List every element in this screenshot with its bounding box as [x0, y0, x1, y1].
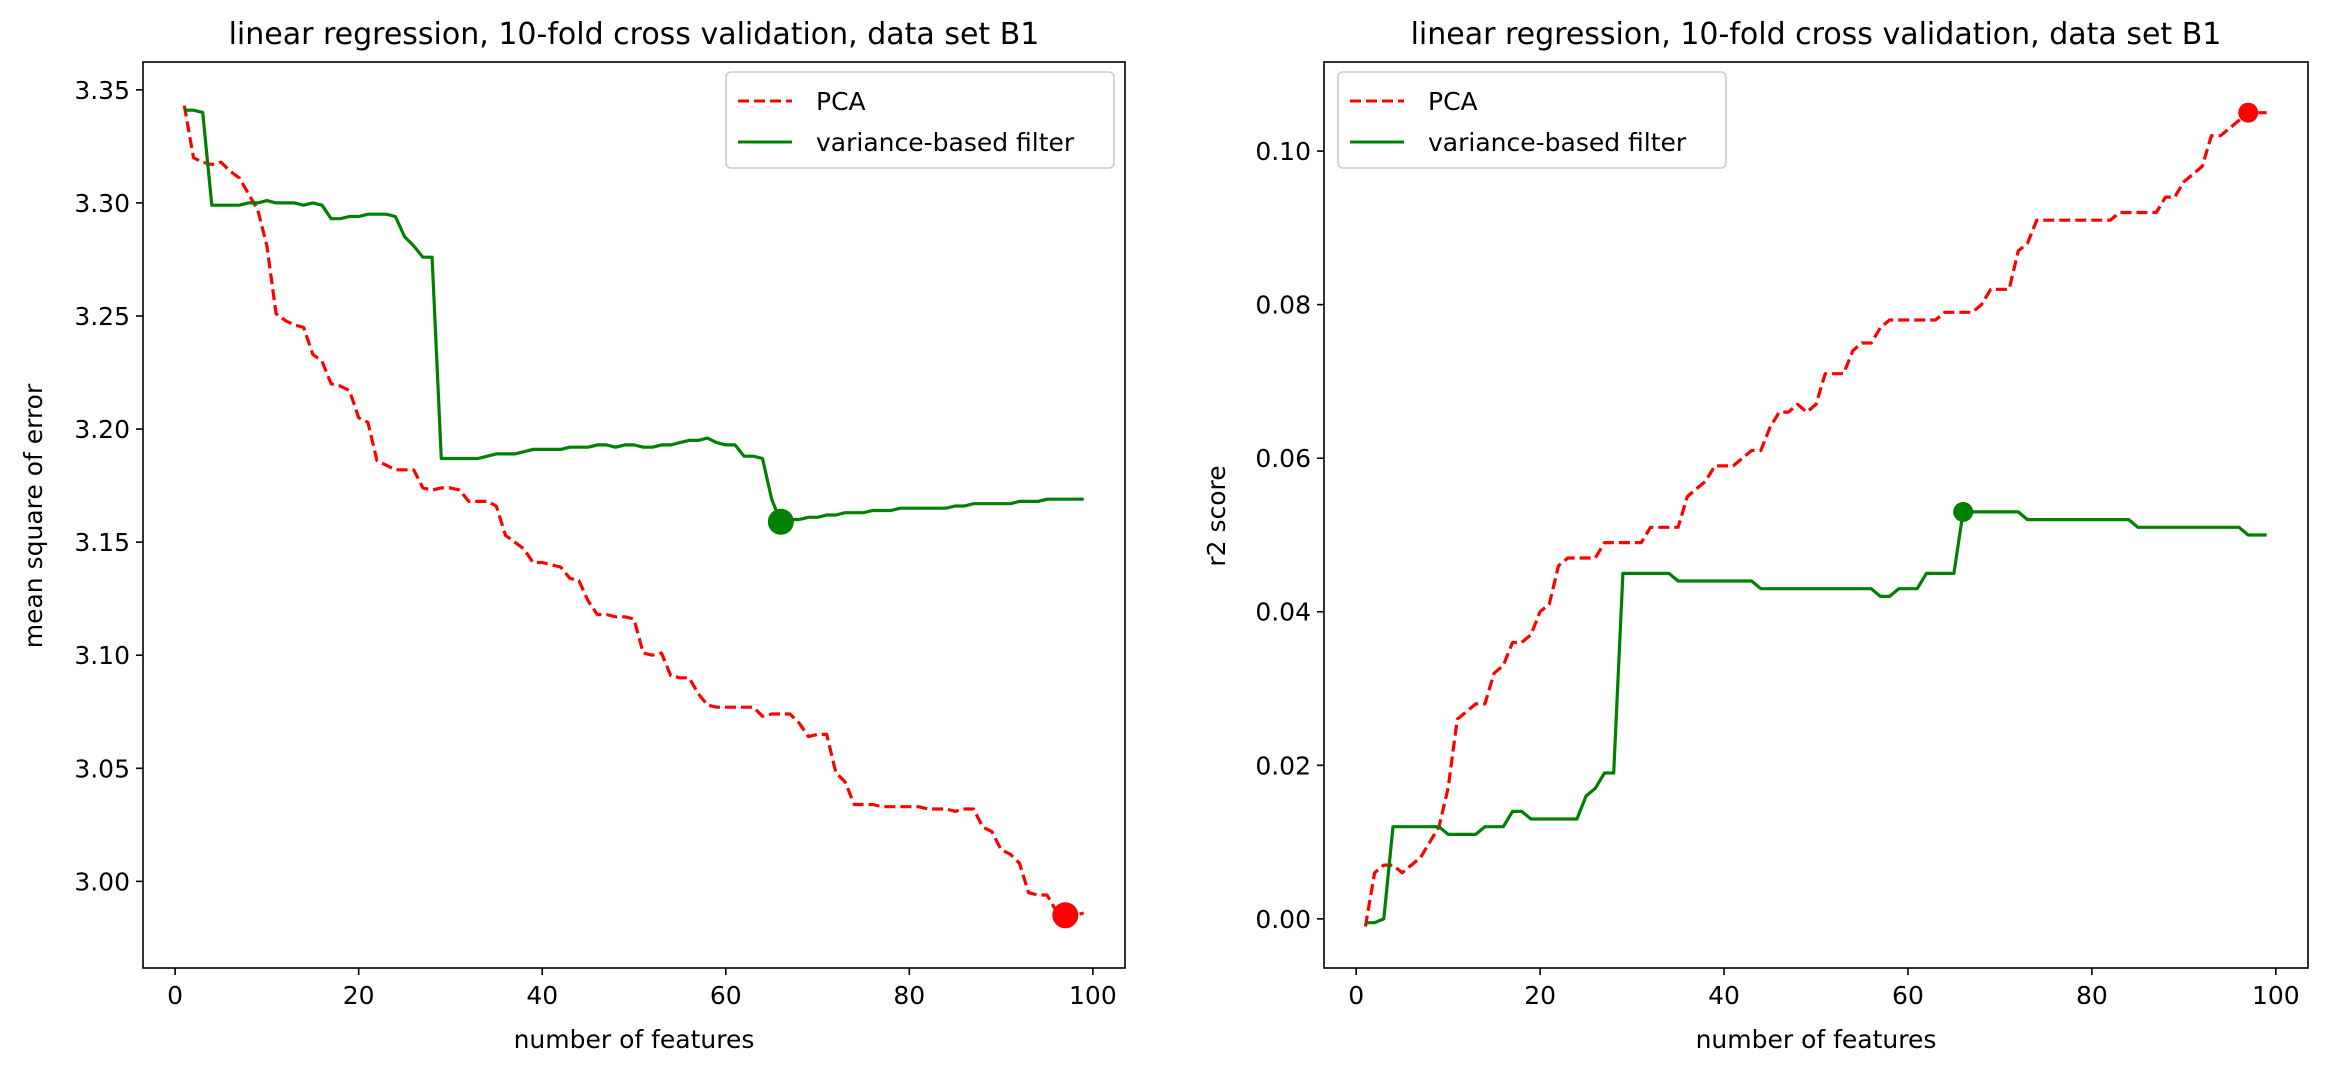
series-line-variance-filter: [184, 108, 1084, 524]
x-tick-label: 20: [343, 981, 375, 1010]
y-tick-label: 3.30: [74, 189, 130, 218]
best-point-marker-variance-filter: [767, 508, 794, 535]
tick-layer: 0 20 40 60 80 100 3.00 3.05 3.10 3.15 3.20 3.25 3.30…: [74, 76, 1116, 1010]
plot-frame: [1323, 61, 2309, 969]
y-tick-label: 0.08: [1255, 291, 1311, 320]
x-tick-label: 60: [1892, 981, 1924, 1010]
series-layer: [182, 105, 1085, 917]
x-tick-label: 40: [526, 981, 558, 1010]
series-line-pca: [1363, 111, 2267, 927]
chart-title: linear regression, 10-fold cross validat…: [1411, 17, 2222, 52]
best-point-marker-pca: [2238, 102, 2259, 123]
y-tick-label: 3.15: [74, 528, 130, 557]
x-tick-label: 20: [1524, 981, 1556, 1010]
x-tick-label: 40: [1708, 981, 1740, 1010]
x-tick-label: 0: [167, 981, 183, 1010]
y-tick-label: 0.02: [1255, 751, 1311, 780]
legend-label-pca: PCA: [816, 87, 866, 116]
y-tick-label: 0.10: [1255, 137, 1311, 166]
y-tick-label: 0.06: [1255, 444, 1311, 473]
x-tick-label: 0: [1348, 981, 1364, 1010]
highlight-layer: [1953, 102, 2259, 522]
series-line-variance-filter: [1365, 510, 2267, 925]
tick-layer: 0 20 40 60 80 100 0.00 0.02 0.04 0.06 0.08 0.10: [1255, 137, 2299, 1010]
best-point-marker-pca: [1052, 902, 1079, 929]
x-tick-label: 80: [893, 981, 925, 1010]
y-tick-label: 3.35: [74, 76, 130, 105]
legend-label-filter: variance-based filter: [816, 128, 1075, 157]
x-axis-label: number of features: [1696, 1025, 1937, 1054]
legend: PCA variance-based filter: [725, 71, 1115, 169]
y-tick-label: 0.00: [1255, 905, 1311, 934]
chart-title: linear regression, 10-fold cross validat…: [229, 17, 1040, 52]
legend-frame: [725, 71, 1115, 169]
legend: PCA variance-based filter: [1337, 71, 1727, 169]
series-layer: [1363, 111, 2267, 927]
best-point-marker-variance-filter: [1953, 501, 1974, 522]
plot-frame: [142, 61, 1126, 969]
y-tick-label: 3.20: [74, 415, 130, 444]
r2-chart: linear regression, 10-fold cross validat…: [1202, 17, 2309, 1054]
x-tick-label: 100: [2252, 981, 2300, 1010]
y-tick-label: 3.05: [74, 754, 130, 783]
legend-frame: [1337, 71, 1727, 169]
y-tick-label: 3.00: [74, 867, 130, 896]
x-tick-label: 60: [710, 981, 742, 1010]
y-tick-label: 3.10: [74, 641, 130, 670]
series-line-pca: [182, 105, 1085, 917]
y-tick-label: 0.04: [1255, 598, 1311, 627]
legend-label-filter: variance-based filter: [1428, 128, 1687, 157]
x-axis-label: number of features: [514, 1025, 755, 1054]
y-axis-label: r2 score: [1202, 465, 1231, 566]
highlight-layer: [767, 508, 1079, 929]
x-tick-label: 100: [1069, 981, 1117, 1010]
x-tick-label: 80: [2076, 981, 2108, 1010]
y-axis-label: mean square of error: [19, 383, 48, 648]
mse-chart: linear regression, 10-fold cross validat…: [19, 17, 1126, 1054]
legend-label-pca: PCA: [1428, 87, 1478, 116]
y-tick-label: 3.25: [74, 302, 130, 331]
